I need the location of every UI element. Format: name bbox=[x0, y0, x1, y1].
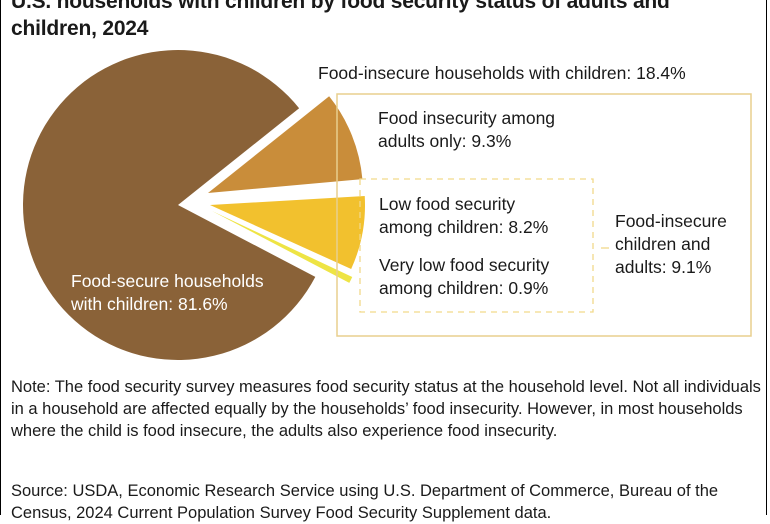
label-very-low: Very low food security among children: 0… bbox=[379, 254, 549, 300]
label-line: Low food security bbox=[379, 194, 516, 214]
slice-food-secure bbox=[23, 50, 316, 361]
group-bracket-children bbox=[359, 178, 594, 313]
chart-frame bbox=[0, 0, 767, 515]
label-line: children and bbox=[615, 234, 711, 254]
label-line: Food-secure households bbox=[71, 271, 264, 291]
label-line: adults: 9.1% bbox=[615, 257, 712, 277]
label-line: Food insecurity among bbox=[378, 108, 556, 128]
label-line: with children: 81.6% bbox=[71, 294, 228, 314]
label-children-and-adults: Food-insecure children and adults: 9.1% bbox=[615, 210, 727, 279]
chart-title: U.S. households with children by food se… bbox=[11, 0, 670, 40]
slice-adults-only bbox=[208, 96, 363, 193]
label-line: adults only: 9.3% bbox=[378, 131, 512, 151]
label-line: Very low food security bbox=[379, 255, 550, 275]
slice-low bbox=[210, 196, 365, 270]
group-bracket-insecure bbox=[336, 93, 752, 337]
label-line: among children: 8.2% bbox=[379, 217, 549, 237]
label-line: Food-insecure bbox=[615, 211, 727, 231]
label-low: Low food security among children: 8.2% bbox=[379, 193, 548, 239]
label-food-secure: Food-secure households with children: 81… bbox=[71, 270, 264, 316]
chart-source: Source: USDA, Economic Research Service … bbox=[11, 482, 719, 522]
slice-very-low bbox=[212, 211, 353, 283]
chart-note: Note: The food security survey measures … bbox=[11, 378, 761, 440]
label-line: among children: 0.9% bbox=[379, 278, 549, 298]
label-adults-only: Food insecurity among adults only: 9.3% bbox=[378, 107, 555, 153]
label-insecure-total: Food-insecure households with children: … bbox=[318, 63, 686, 83]
